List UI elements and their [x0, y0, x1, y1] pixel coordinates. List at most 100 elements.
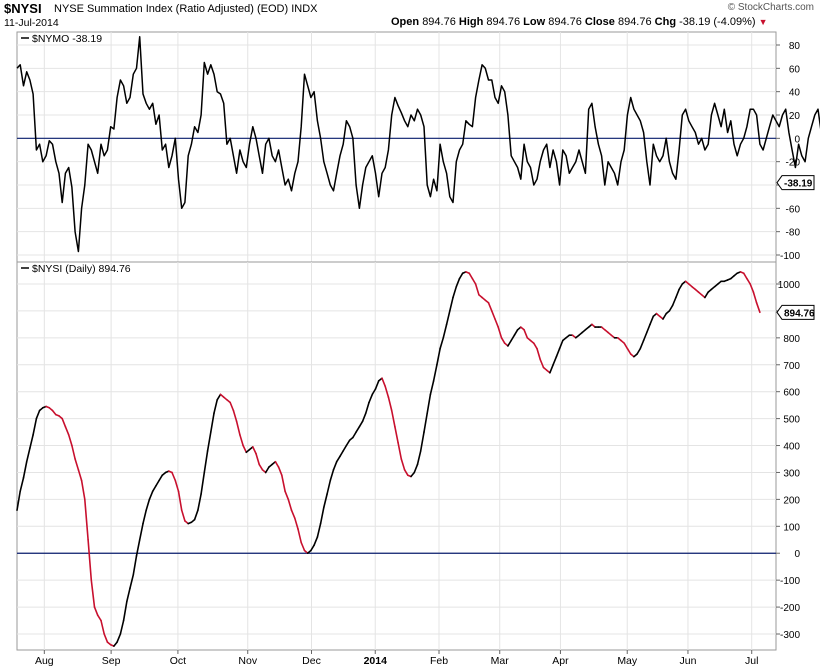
nysi-segment — [668, 304, 674, 312]
chg-label: Chg — [654, 16, 677, 28]
nysi-segment — [487, 301, 493, 312]
symbol: $NYSI — [4, 1, 42, 16]
y-tick-label: 0 — [794, 549, 800, 560]
nysi-segment — [203, 450, 209, 474]
last-value-tag: 894.76 — [776, 304, 815, 320]
nysi-segment — [345, 439, 351, 447]
nysi-segment — [497, 326, 503, 339]
nysi-segment — [287, 498, 293, 512]
nysi-segment — [432, 363, 438, 382]
nysi-segment — [746, 277, 752, 285]
nysi-segment — [258, 463, 264, 471]
nysi-segment — [626, 347, 632, 355]
nysi-segment — [471, 277, 477, 285]
nysi-segment — [19, 476, 25, 493]
nysi-segment — [277, 466, 283, 477]
nysi-segment — [639, 339, 645, 350]
nysi-segment — [555, 347, 561, 358]
nysi-segment — [235, 420, 241, 436]
nysi-segment — [116, 633, 122, 643]
nysi-segment — [397, 441, 403, 460]
description-text: NYSE Summation Index (Ratio Adjusted) (E… — [54, 3, 289, 15]
nysi-segment — [413, 463, 419, 474]
nysi-segment — [322, 493, 328, 509]
nysi-segment — [332, 460, 338, 471]
nysi-segment — [400, 458, 406, 471]
nysi-segment — [558, 339, 564, 350]
x-tick-label: Feb — [430, 655, 448, 667]
nysi-segment — [252, 446, 257, 455]
y-tick-label: -60 — [786, 204, 801, 215]
nysi-segment — [374, 380, 380, 390]
nysi-segment — [439, 336, 445, 350]
nysi-segment — [394, 425, 399, 444]
nysi-segment — [64, 425, 70, 436]
y-tick-label: 80 — [789, 41, 801, 52]
nysi-segment — [319, 506, 325, 525]
nysi-segment — [410, 471, 416, 478]
nysi-segment — [290, 509, 296, 520]
nysi-segment — [313, 536, 319, 547]
nysi-segment — [22, 460, 28, 479]
nysi-segment — [255, 452, 261, 466]
nysi-segment — [148, 490, 154, 501]
nysi-segment — [549, 363, 554, 374]
last-value-label: 894.76 — [784, 308, 815, 319]
y-tick-label: 20 — [789, 111, 801, 122]
y-tick-label: 300 — [783, 468, 800, 479]
x-tick-label: Dec — [302, 655, 321, 667]
nysi-segment — [71, 444, 76, 460]
low-value: 894.76 — [548, 16, 582, 28]
nysi-segment — [335, 455, 341, 463]
nysi-segment — [119, 619, 125, 635]
chart-header: $NYSI NYSE Summation Index (Ratio Adjust… — [0, 0, 820, 32]
nysi-segment — [280, 474, 286, 493]
nysi-segment — [419, 431, 425, 452]
nysi-panel: 10009008007006005004003002001000-100-200… — [16, 261, 815, 651]
nysi-segment — [29, 433, 34, 450]
nysi-segment — [678, 283, 684, 291]
nysi-segment — [100, 619, 105, 635]
y-tick-label: 500 — [783, 415, 800, 426]
nysi-segment — [742, 272, 748, 280]
nysi-segment — [177, 490, 183, 512]
nysi-segment — [752, 291, 758, 304]
nysi-segment — [242, 444, 248, 454]
nysi-segment — [135, 538, 141, 557]
nysi-segment — [539, 358, 545, 369]
nysi-segment — [32, 417, 38, 436]
nysi-segment — [132, 555, 138, 576]
last-value-tag: -38.19 — [776, 175, 815, 191]
nysi-segment — [35, 409, 41, 420]
nysi-segment — [229, 401, 235, 412]
nysi-segment — [142, 509, 147, 525]
y-tick-label: 800 — [783, 334, 800, 345]
nysi-segment — [93, 606, 99, 617]
nysi-segment — [51, 409, 57, 416]
nysi-segment — [662, 312, 668, 320]
nysi-segment — [536, 347, 542, 361]
nysi-segment — [448, 296, 454, 312]
y-tick-label: -100 — [780, 576, 800, 587]
nysi-segment — [532, 342, 538, 350]
chart-date: 11-Jul-2014 — [4, 17, 59, 29]
y-tick-label: 1000 — [778, 280, 801, 291]
nysi-segment — [96, 614, 102, 622]
nysi-segment — [494, 318, 500, 328]
nysi-segment — [210, 412, 215, 433]
open-value: 894.76 — [422, 16, 456, 28]
nysi-segment — [381, 377, 387, 388]
nysi-segment — [126, 587, 131, 603]
nysi-segment — [67, 433, 73, 447]
last-value-box — [776, 175, 815, 191]
nysi-segment — [513, 328, 519, 337]
brand-watermark: © StockCharts.com — [727, 2, 814, 13]
nysi-segment — [455, 277, 461, 288]
nysi-segment — [636, 347, 642, 355]
nysi-segment — [371, 388, 377, 396]
nysi-segment — [151, 485, 157, 493]
nysi-segment — [384, 385, 390, 398]
y-tick-label: 400 — [783, 442, 800, 453]
y-tick-label: 700 — [783, 361, 800, 372]
